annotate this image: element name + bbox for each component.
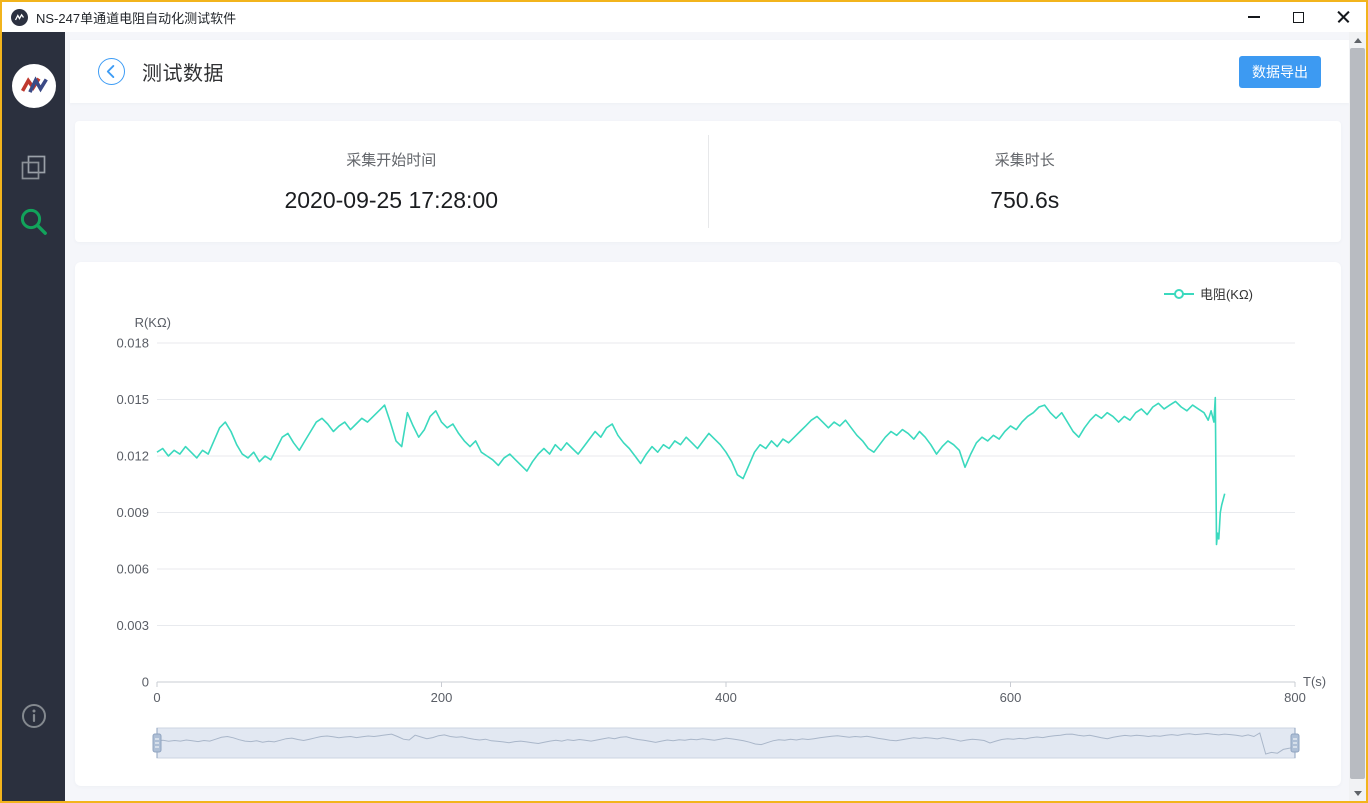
datazoom-data-shadow [156, 732, 1296, 755]
y-tick-label: 0.015 [116, 392, 149, 407]
minimize-icon [1247, 16, 1260, 18]
app-logo-icon [11, 8, 28, 26]
legend-label: 电阻(KΩ) [1199, 287, 1253, 302]
y-tick-label: 0.018 [116, 336, 149, 351]
page-header: 测试数据 数据导出 [70, 40, 1349, 103]
duration-column: 采集时长 750.6s [709, 121, 1342, 242]
maximize-button[interactable] [1276, 2, 1321, 32]
scrollbar-thumb[interactable] [1350, 48, 1365, 779]
titlebar[interactable]: NS-247单通道电阻自动化测试软件 [2, 2, 1366, 32]
search-icon [20, 208, 47, 235]
y-tick-label: 0.006 [116, 562, 149, 577]
info-icon [21, 704, 46, 728]
y-tick-label: 0 [142, 675, 149, 690]
x-tick-label: 400 [715, 690, 737, 705]
x-tick-label: 0 [153, 690, 160, 705]
y-tick-label: 0.003 [116, 618, 149, 633]
sidebar [2, 32, 65, 801]
sidebar-item-search[interactable] [17, 204, 51, 238]
duration-label: 采集时长 [994, 152, 1055, 169]
y-tick-label: 0.009 [116, 505, 149, 520]
start-time-column: 采集开始时间 2020-09-25 17:28:00 [75, 121, 708, 242]
main-content: 测试数据 数据导出 采集开始时间 2020-09-25 17:28:00 采集时… [65, 32, 1349, 801]
chevron-left-icon [106, 65, 115, 78]
datazoom-selected-range[interactable] [156, 727, 1296, 759]
scroll-down-button[interactable] [1349, 785, 1366, 801]
y-axis-title: R(KΩ) [135, 315, 171, 330]
y-tick-label: 0.012 [116, 449, 149, 464]
maximize-icon [1293, 11, 1304, 23]
start-time-label: 采集开始时间 [346, 152, 437, 169]
x-tick-label: 600 [1000, 690, 1022, 705]
resistance-line-chart[interactable]: 0 0.003 0.006 0.009 0.012 0.015 0.018 R(KΩ) 0 200… [75, 262, 1341, 786]
legend-line-marker-icon [1163, 288, 1194, 299]
x-tick-label: 800 [1284, 690, 1306, 705]
x-axis-title: T(s) [1303, 674, 1326, 689]
collection-info-panel: 采集开始时间 2020-09-25 17:28:00 采集时长 750.6s [75, 121, 1341, 242]
scroll-up-button[interactable] [1349, 32, 1366, 48]
start-time-value: 2020-09-25 17:28:00 [284, 187, 499, 213]
export-data-button[interactable]: 数据导出 [1239, 55, 1321, 88]
arrow-down-icon [1353, 790, 1362, 796]
close-button[interactable] [1321, 2, 1366, 32]
x-tick-label: 200 [431, 690, 453, 705]
duration-value: 750.6s [990, 187, 1060, 213]
vertical-divider [707, 135, 709, 228]
window-title: NS-247单通道电阻自动化测试软件 [36, 10, 237, 26]
back-button[interactable] [98, 58, 125, 85]
datazoom-slider[interactable] [152, 727, 1300, 759]
vertical-scrollbar[interactable] [1349, 32, 1366, 801]
sidebar-item-windows[interactable] [17, 150, 51, 184]
resistance-chart-card: 0 0.003 0.006 0.009 0.012 0.015 0.018 R(KΩ) 0 200… [75, 262, 1341, 786]
brand-logo [11, 64, 56, 108]
legend-item-resistance[interactable]: 电阻(KΩ) [1163, 284, 1253, 303]
series-line [156, 396, 1226, 546]
overlapping-windows-icon [21, 155, 46, 179]
page-title: 测试数据 [142, 63, 224, 85]
window-controls [1231, 2, 1366, 32]
minimize-button[interactable] [1231, 2, 1276, 32]
close-icon [1337, 11, 1350, 24]
arrow-up-icon [1353, 37, 1362, 43]
sidebar-item-info[interactable] [17, 699, 51, 733]
